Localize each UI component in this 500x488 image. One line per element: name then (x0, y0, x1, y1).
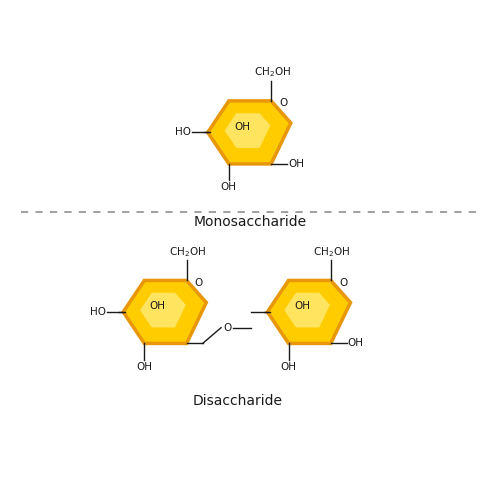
Text: CH$_2$OH: CH$_2$OH (169, 245, 206, 259)
Text: HO: HO (90, 307, 106, 317)
Polygon shape (140, 293, 186, 327)
Text: OH: OH (280, 362, 296, 372)
Text: HO: HO (175, 127, 191, 138)
Text: O: O (280, 98, 287, 108)
Text: O: O (223, 323, 231, 333)
Text: OH: OH (221, 182, 237, 192)
Polygon shape (224, 113, 270, 148)
Text: Monosaccharide: Monosaccharide (194, 215, 306, 229)
Text: OH: OH (288, 159, 304, 169)
Text: OH: OH (348, 339, 364, 348)
Text: OH: OH (150, 302, 166, 311)
Polygon shape (208, 101, 291, 164)
Text: CH$_2$OH: CH$_2$OH (254, 65, 290, 79)
Text: OH: OH (234, 122, 250, 132)
Text: O: O (195, 278, 203, 287)
Polygon shape (123, 281, 206, 344)
Text: OH: OH (136, 362, 152, 372)
Text: O: O (339, 278, 347, 287)
Polygon shape (268, 281, 350, 344)
Text: CH$_2$OH: CH$_2$OH (314, 245, 350, 259)
Text: Disaccharide: Disaccharide (192, 394, 282, 408)
Text: OH: OH (294, 302, 310, 311)
Polygon shape (284, 293, 330, 327)
